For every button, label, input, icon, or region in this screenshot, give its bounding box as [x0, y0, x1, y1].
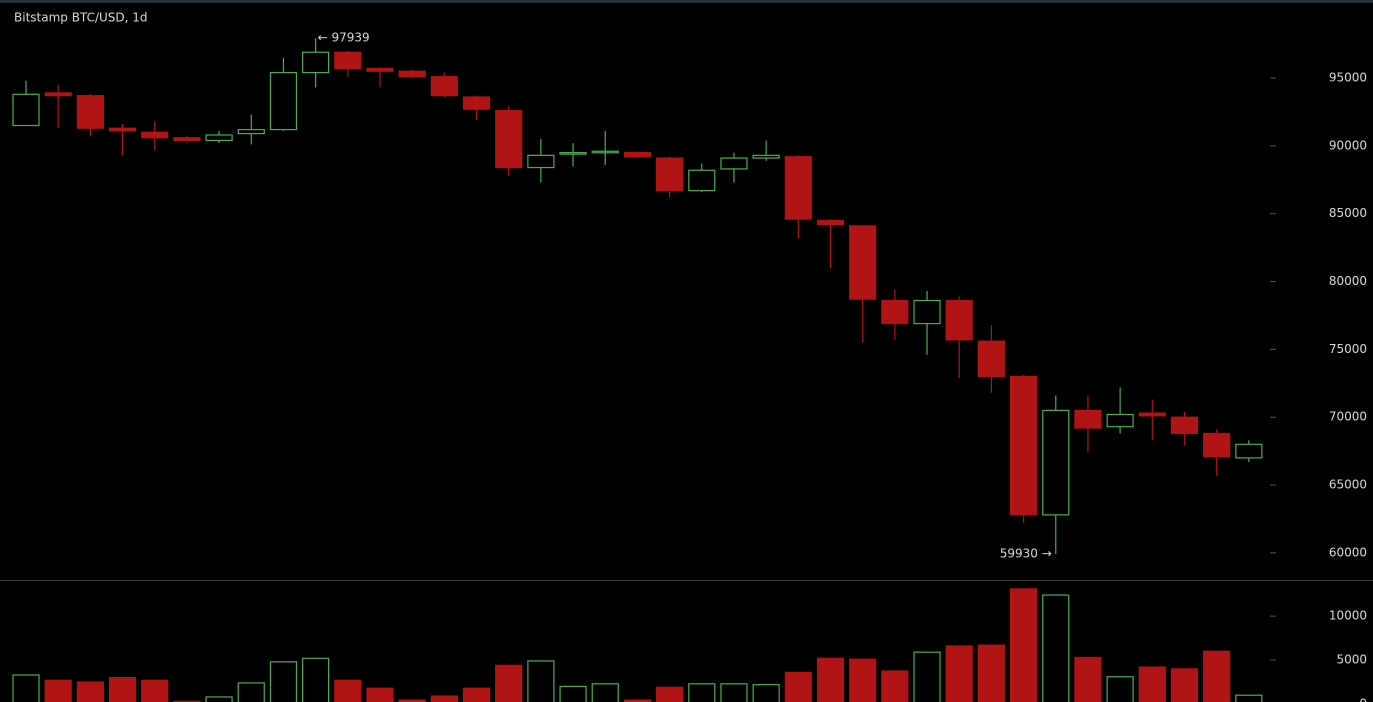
volume-bar: [849, 658, 877, 702]
candle-body: [1235, 443, 1263, 459]
volume-bar: [430, 695, 458, 702]
candle-body: [913, 299, 941, 325]
y-tick-label: 85000: [1329, 206, 1367, 220]
candle-body: [849, 225, 877, 300]
candle-body: [44, 92, 72, 97]
volume-bar: [1203, 650, 1231, 702]
volume-bar: [1042, 594, 1070, 702]
candle-body: [720, 157, 748, 170]
volume-bar: [1138, 666, 1166, 702]
volume-bar: [12, 674, 40, 702]
candle-body: [205, 134, 233, 142]
candle-body: [816, 219, 845, 226]
candle-body: [1009, 375, 1038, 516]
annotation: 59930 →: [1000, 546, 1052, 560]
volume-bar: [655, 686, 684, 702]
y-tick-label: 10000: [1329, 609, 1367, 623]
candle-body: [462, 96, 491, 110]
y-tick-label: 70000: [1329, 410, 1367, 424]
volume-bar: [398, 699, 426, 702]
candle-body: [784, 156, 812, 220]
volume-bar: [237, 682, 265, 702]
volume-bar: [881, 670, 909, 702]
volume-bar: [784, 671, 812, 702]
volume-bar: [1074, 656, 1102, 702]
candle-body: [12, 93, 40, 127]
y-tick-label: 95000: [1329, 71, 1367, 85]
volume-bar: [1106, 676, 1134, 702]
volume-bar: [141, 679, 169, 702]
candle-body: [173, 137, 201, 142]
volume-bar: [334, 679, 362, 702]
volume-bar: [1235, 694, 1263, 702]
volume-bar: [720, 683, 748, 702]
chart-title: Bitstamp BTC/USD, 1d: [14, 11, 148, 25]
annotation: ← 97939: [318, 31, 370, 45]
volume-bar: [591, 683, 619, 702]
volume-bar: [1009, 588, 1038, 702]
volume-bar: [205, 696, 233, 702]
volume-bar: [623, 699, 652, 702]
candle-body: [623, 152, 652, 158]
candle-body: [302, 51, 330, 74]
candle-body: [269, 71, 298, 131]
candle-body: [141, 131, 169, 139]
volume-bar: [495, 664, 523, 702]
volume-bar: [816, 657, 845, 702]
candle-body: [591, 150, 619, 154]
candle-body: [108, 127, 137, 132]
candle-body: [1203, 432, 1231, 458]
volume-bar: [269, 661, 298, 702]
volume-bar: [108, 677, 137, 702]
candle-body: [527, 154, 555, 169]
candle-body: [655, 157, 684, 192]
candle-body: [237, 128, 265, 135]
candle-body: [881, 299, 909, 325]
candle-body: [495, 109, 523, 169]
candle-body: [752, 154, 780, 159]
candle-body: [688, 169, 716, 192]
volume-bar: [76, 681, 104, 702]
volume-bar: [913, 651, 941, 702]
volume-bar: [366, 687, 394, 702]
candle-body: [559, 152, 587, 155]
candle-body: [945, 299, 973, 341]
top-bar: [0, 0, 1373, 3]
volume-bar: [945, 645, 973, 702]
candle-body: [334, 51, 362, 70]
candle-body: [977, 340, 1006, 378]
candle-body: [1138, 412, 1166, 417]
volume-bar: [527, 660, 555, 702]
volume-bar: [559, 685, 587, 702]
volume-bar: [688, 683, 716, 702]
candle-body: [1170, 416, 1199, 435]
y-tick-label: 75000: [1329, 342, 1367, 356]
volume-bar: [44, 679, 72, 702]
y-tick-label: 60000: [1329, 545, 1367, 559]
volume-bar: [462, 687, 491, 702]
volume-bar: [752, 684, 780, 702]
candle-body: [1042, 409, 1070, 516]
y-tick-label: 0: [1359, 697, 1367, 702]
candle-body: [366, 67, 394, 72]
y-tick-label: 80000: [1329, 274, 1367, 288]
candle-body: [1074, 409, 1102, 429]
y-tick-label: 5000: [1336, 653, 1367, 667]
y-tick-label: 65000: [1329, 478, 1367, 492]
candle-body: [430, 76, 458, 97]
candle-body: [1106, 413, 1134, 428]
y-tick-label: 90000: [1329, 138, 1367, 152]
candle-body: [76, 95, 104, 129]
volume-bar: [302, 657, 330, 702]
candle-body: [398, 70, 426, 78]
volume-bar: [1170, 668, 1199, 702]
volume-bar: [977, 644, 1006, 702]
